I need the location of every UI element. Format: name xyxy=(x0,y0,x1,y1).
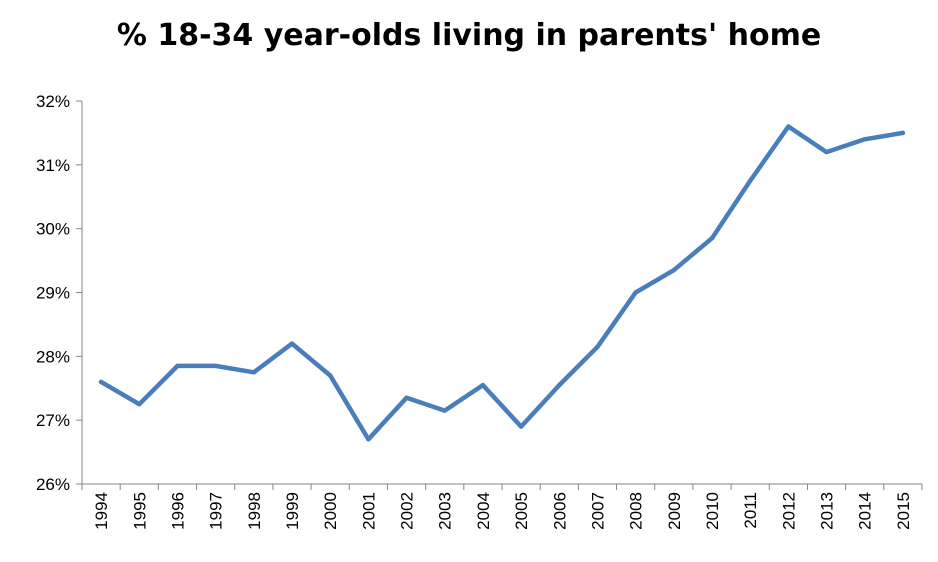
data-point xyxy=(900,130,906,136)
y-tick-label: 31% xyxy=(36,156,70,175)
y-tick-label: 27% xyxy=(36,411,70,430)
data-point xyxy=(137,402,142,407)
x-tick-label: 1996 xyxy=(168,492,187,530)
data-point xyxy=(671,268,676,273)
x-tick-label: 2013 xyxy=(818,492,837,530)
data-point xyxy=(786,124,791,129)
data-point xyxy=(251,370,256,375)
x-tick-label: 2002 xyxy=(398,492,417,530)
x-tick-label: 2006 xyxy=(550,492,569,530)
tick-labels: 26% 27% 28% 29% 30% 31% 32% 1994 1995 1996 1997 199… xyxy=(36,92,913,530)
data-point xyxy=(404,395,409,400)
x-tick-label: 1997 xyxy=(207,492,226,530)
data-point xyxy=(175,363,180,369)
x-tick-label: 2003 xyxy=(436,492,455,530)
x-tick-label: 2010 xyxy=(703,492,722,530)
data-point xyxy=(748,178,753,183)
data-point xyxy=(442,408,447,413)
data-point xyxy=(328,373,333,378)
x-tick-label: 1999 xyxy=(283,492,302,530)
x-tick-label: 2004 xyxy=(474,492,493,530)
x-tick-label: 2015 xyxy=(894,492,913,530)
x-tick-label: 2009 xyxy=(665,492,684,530)
data-point xyxy=(98,379,104,385)
x-tick-label: 2007 xyxy=(588,492,607,530)
data-point xyxy=(480,382,486,388)
y-tick-label: 32% xyxy=(36,92,70,111)
x-tick-label: 2014 xyxy=(856,492,875,530)
data-point xyxy=(709,236,715,241)
x-tick-label: 1995 xyxy=(130,492,149,530)
data-point xyxy=(633,290,638,295)
series-layer xyxy=(98,124,906,442)
x-tick-label: 2008 xyxy=(627,492,646,530)
data-point xyxy=(557,382,562,388)
x-tick-label: 1998 xyxy=(245,492,264,530)
axes xyxy=(76,100,923,490)
data-point xyxy=(289,341,295,346)
series-line xyxy=(98,124,906,442)
data-point xyxy=(824,149,829,155)
y-tick-label: 29% xyxy=(36,284,70,303)
x-tick-label: 2011 xyxy=(741,492,760,529)
chart-title: % 18-34 year-olds living in parents' hom… xyxy=(116,18,822,53)
data-point xyxy=(862,137,867,142)
x-tick-label: 2005 xyxy=(512,492,531,530)
data-point xyxy=(366,437,371,442)
data-point xyxy=(213,363,218,369)
x-tick-label: 2000 xyxy=(321,492,340,530)
y-tick-label: 28% xyxy=(36,347,70,366)
x-tick-label: 2001 xyxy=(359,492,378,530)
data-point xyxy=(518,424,524,429)
x-tick-label: 2012 xyxy=(779,492,798,530)
y-tick-label: 26% xyxy=(36,475,70,494)
x-tick-label: 1994 xyxy=(92,492,111,530)
y-tick-label: 30% xyxy=(36,220,70,239)
data-point xyxy=(595,344,600,349)
